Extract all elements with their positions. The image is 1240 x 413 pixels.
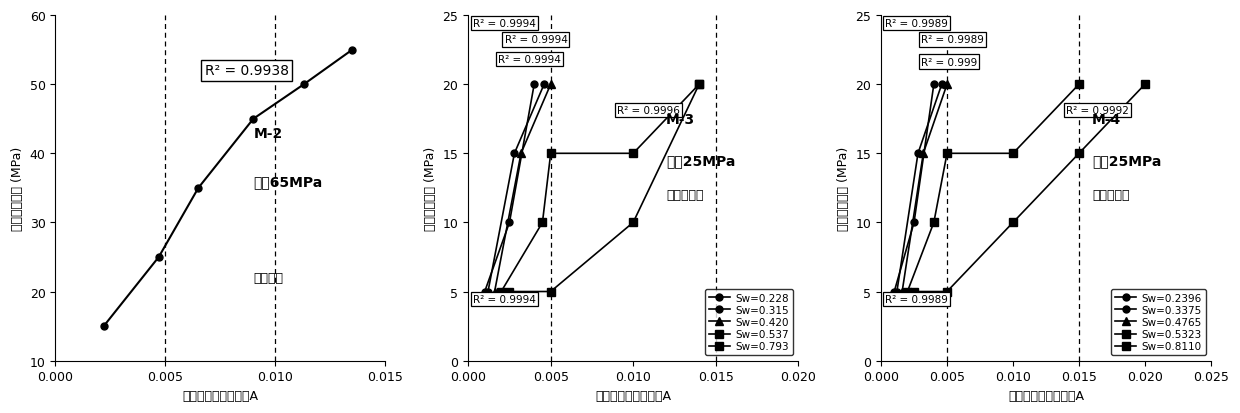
- Text: R² = 0.9994: R² = 0.9994: [474, 19, 536, 29]
- Text: 含水饱和度: 含水饱和度: [1092, 189, 1130, 202]
- Text: R² = 0.9989: R² = 0.9989: [885, 19, 947, 29]
- Text: M-4: M-4: [1092, 112, 1121, 126]
- Text: 围厂65MPa: 围厂65MPa: [253, 175, 322, 188]
- Text: R² = 0.9994: R² = 0.9994: [498, 55, 560, 65]
- Text: R² = 0.9994: R² = 0.9994: [505, 36, 568, 45]
- Legend: Sw=0.2396, Sw=0.3375, Sw=0.4765, Sw=0.5323, Sw=0.8110: Sw=0.2396, Sw=0.3375, Sw=0.4765, Sw=0.53…: [1111, 289, 1205, 356]
- X-axis label: 复合弹性模量组合项A: 复合弹性模量组合项A: [182, 389, 258, 402]
- Text: R² = 0.9989: R² = 0.9989: [920, 36, 983, 45]
- Text: R² = 0.9996: R² = 0.9996: [616, 106, 680, 116]
- Text: R² = 0.9989: R² = 0.9989: [885, 294, 947, 304]
- Text: M-3: M-3: [666, 112, 696, 126]
- X-axis label: 复合弹性模量组合项A: 复合弹性模量组合项A: [595, 389, 671, 402]
- Y-axis label: 实测孔隙压力 (MPa): 实测孔隙压力 (MPa): [837, 146, 849, 230]
- Text: R² = 0.999: R² = 0.999: [920, 57, 977, 67]
- Text: M-2: M-2: [253, 126, 283, 140]
- Text: R² = 0.9994: R² = 0.9994: [474, 294, 536, 304]
- Text: 围厂25MPa: 围厂25MPa: [1092, 154, 1162, 168]
- Y-axis label: 实测孔隙压力 (MPa): 实测孔隙压力 (MPa): [424, 146, 436, 230]
- Text: 含水饱和度: 含水饱和度: [666, 189, 703, 202]
- Legend: Sw=0.228, Sw=0.315, Sw=0.420, Sw=0.537, Sw=0.793: Sw=0.228, Sw=0.315, Sw=0.420, Sw=0.537, …: [704, 289, 792, 356]
- Text: 围厂25MPa: 围厂25MPa: [666, 154, 735, 168]
- Text: 饱和岩石: 饱和岩石: [253, 271, 283, 285]
- Text: R² = 0.9992: R² = 0.9992: [1066, 106, 1128, 116]
- Y-axis label: 实测孔隙压力 (MPa): 实测孔隙压力 (MPa): [11, 146, 24, 230]
- Text: R² = 0.9938: R² = 0.9938: [205, 64, 289, 78]
- X-axis label: 复合弹性模量组合项A: 复合弹性模量组合项A: [1008, 389, 1084, 402]
